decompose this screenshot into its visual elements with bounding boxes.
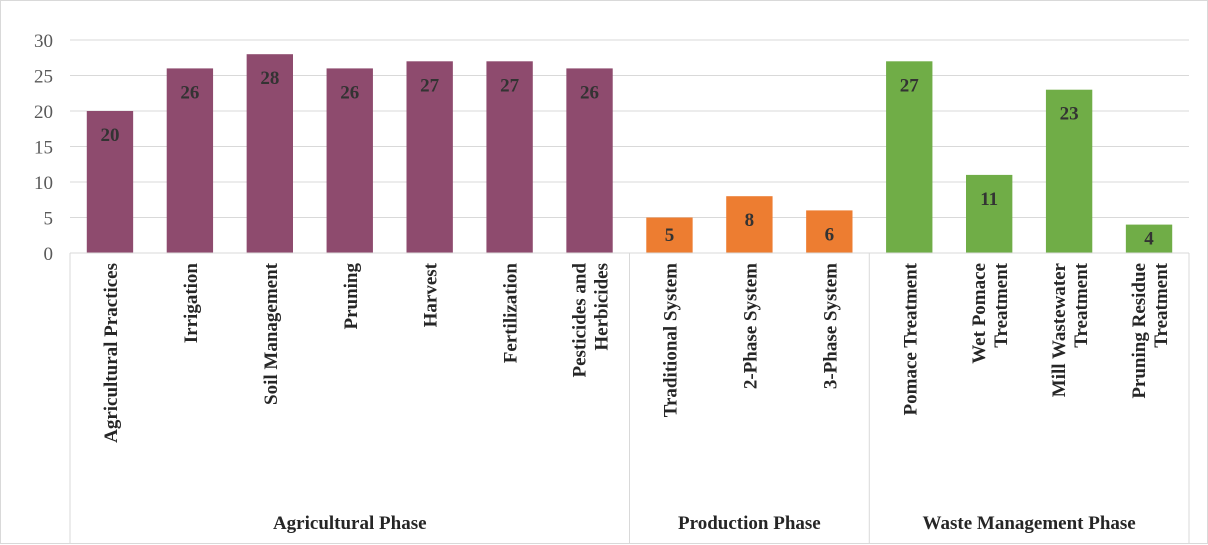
gridlines xyxy=(70,39,1189,218)
bar xyxy=(246,54,294,254)
data-label: 27 xyxy=(500,75,520,96)
data-label: 27 xyxy=(420,75,440,96)
bar xyxy=(965,174,1013,253)
x-axis xyxy=(69,252,1190,544)
data-label: 27 xyxy=(900,75,920,96)
category-label: Agricultural Practices xyxy=(101,263,122,443)
group-label: Production Phase xyxy=(678,513,821,534)
category-label: Traditional System xyxy=(660,263,681,417)
category-labels: Agricultural Practices Irrigation Soil Man… xyxy=(101,262,1172,443)
category-label: Treatment xyxy=(1151,262,1172,347)
y-tick-label: 30 xyxy=(34,31,53,52)
bar xyxy=(406,61,453,253)
category-label: Irrigation xyxy=(181,263,202,344)
category-label: Treatment xyxy=(1071,262,1092,347)
bar xyxy=(566,68,613,254)
bar xyxy=(806,210,853,253)
y-tick-label: 25 xyxy=(34,67,53,88)
category-label: Wet Pomace xyxy=(969,263,990,364)
data-label: 4 xyxy=(1144,229,1154,250)
y-tick-label: 10 xyxy=(34,173,53,194)
category-label: Fertilization xyxy=(501,263,522,364)
category-label: Herbicides xyxy=(592,263,613,351)
data-label: 6 xyxy=(825,224,835,245)
bars xyxy=(86,54,1173,254)
data-label: 26 xyxy=(340,82,359,103)
bar xyxy=(166,68,214,254)
category-label: 2-Phase System xyxy=(740,263,761,389)
data-label: 23 xyxy=(1060,104,1079,125)
data-label: 5 xyxy=(665,225,675,246)
y-tick-label: 20 xyxy=(34,102,53,123)
category-label: Mill Wastewater xyxy=(1049,262,1070,397)
category-label: Pesticides and xyxy=(570,263,591,378)
bar xyxy=(486,61,533,253)
category-label: 3-Phase System xyxy=(820,263,841,389)
y-axis-ticks: 0 5 10 15 20 25 30 xyxy=(34,31,53,265)
y-tick-label: 15 xyxy=(34,138,53,159)
group-label: Agricultural Phase xyxy=(273,513,427,534)
group-label: Waste Management Phase xyxy=(923,513,1136,534)
group-labels: Agricultural Phase Production Phase Waste … xyxy=(273,513,1136,534)
category-label: Pruning Residue xyxy=(1129,263,1150,399)
data-label: 8 xyxy=(745,210,755,231)
bar xyxy=(726,196,773,253)
category-label: Harvest xyxy=(421,262,442,327)
bar xyxy=(646,217,693,253)
data-label: 26 xyxy=(180,82,199,103)
bar xyxy=(1125,224,1173,253)
data-label: 28 xyxy=(260,68,279,89)
bar xyxy=(1045,89,1093,253)
y-tick-label: 0 xyxy=(44,244,54,265)
category-label: Soil Management xyxy=(261,262,282,405)
bar xyxy=(326,68,373,254)
data-labels: 20 26 28 26 27 27 26 5 8 6 27 11 23 4 xyxy=(100,68,1154,249)
bar xyxy=(86,111,134,253)
category-label: Pomace Treatment xyxy=(900,262,921,415)
bar xyxy=(886,61,933,253)
data-label: 20 xyxy=(100,125,119,146)
y-tick-label: 5 xyxy=(44,209,54,230)
category-label: Treatment xyxy=(991,262,1012,347)
category-label: Pruning xyxy=(341,263,362,330)
data-label: 26 xyxy=(580,82,599,103)
data-label: 11 xyxy=(980,189,998,210)
